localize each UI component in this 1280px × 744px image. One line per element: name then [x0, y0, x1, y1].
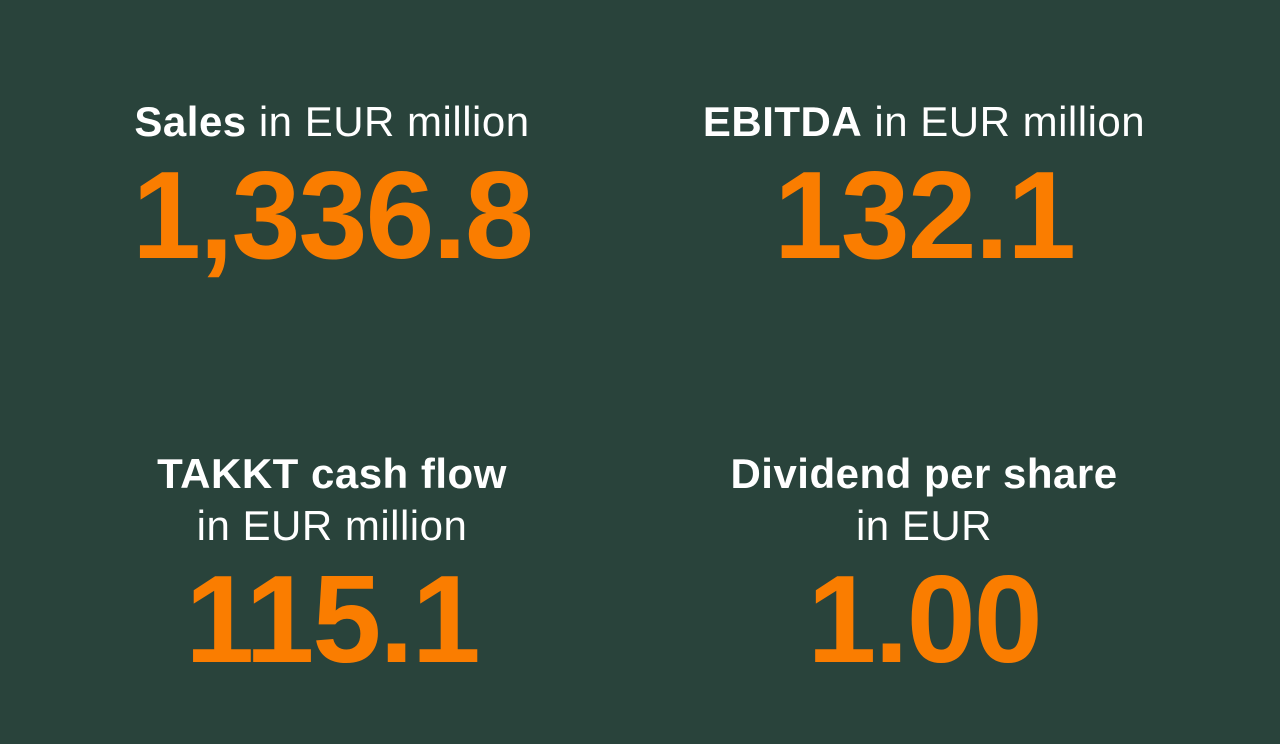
- kpi-sales-title: Sales: [134, 98, 247, 145]
- kpi-ebitda-unit: in EUR million: [874, 98, 1146, 145]
- kpi-dividend-unit: in EUR: [855, 502, 993, 549]
- kpi-ebitda-label: EBITDA in EUR million: [624, 96, 1224, 148]
- kpi-cash-flow: TAKKT cash flow in EUR million 115.1: [32, 448, 632, 686]
- kpi-cash-flow-title: TAKKT cash flow: [157, 450, 507, 497]
- kpi-sales: Sales in EUR million 1,336.8: [32, 96, 632, 282]
- kpi-dividend-value: 1.00: [807, 551, 1042, 689]
- kpi-ebitda-value: 132.1: [773, 147, 1076, 285]
- kpi-ebitda-title: EBITDA: [702, 98, 863, 145]
- kpi-cash-flow-value: 115.1: [185, 551, 480, 689]
- kpi-dividend: Dividend per share in EUR 1.00: [624, 448, 1224, 686]
- kpi-dividend-title: Dividend per share: [730, 450, 1118, 497]
- kpi-sales-value: 1,336.8: [132, 147, 534, 285]
- kpi-sales-unit: in EUR million: [258, 98, 530, 145]
- kpi-cash-flow-unit: in EUR million: [196, 502, 468, 549]
- kpi-sales-label: Sales in EUR million: [32, 96, 632, 148]
- kpi-ebitda: EBITDA in EUR million 132.1: [624, 96, 1224, 282]
